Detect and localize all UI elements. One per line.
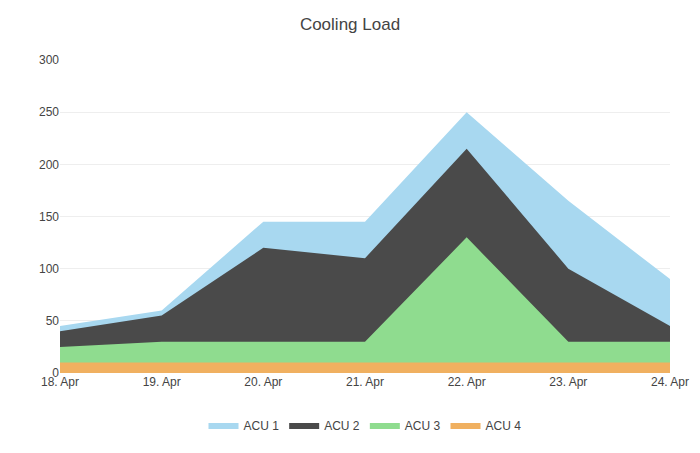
svg-text:Cooling Load: Cooling Load: [300, 15, 400, 34]
svg-text:ACU 4: ACU 4: [486, 419, 522, 433]
svg-text:250: 250: [39, 105, 59, 119]
svg-text:0: 0: [52, 366, 59, 380]
svg-text:21. Apr: 21. Apr: [346, 375, 384, 389]
svg-text:20. Apr: 20. Apr: [244, 375, 282, 389]
svg-text:ACU 2: ACU 2: [324, 419, 360, 433]
svg-text:24. Apr: 24. Apr: [651, 375, 689, 389]
svg-text:300: 300: [39, 53, 59, 67]
svg-text:22. Apr: 22. Apr: [448, 375, 486, 389]
svg-text:ACU 3: ACU 3: [405, 419, 441, 433]
svg-text:18. Apr: 18. Apr: [41, 375, 79, 389]
svg-text:150: 150: [39, 210, 59, 224]
svg-text:50: 50: [46, 314, 60, 328]
svg-text:19. Apr: 19. Apr: [143, 375, 181, 389]
svg-text:ACU 1: ACU 1: [244, 419, 280, 433]
svg-text:23. Apr: 23. Apr: [549, 375, 587, 389]
svg-text:100: 100: [39, 262, 59, 276]
svg-text:200: 200: [39, 158, 59, 172]
